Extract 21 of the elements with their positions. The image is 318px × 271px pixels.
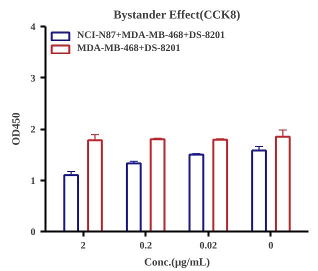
bar — [87, 139, 103, 232]
bar — [212, 138, 228, 232]
bar — [63, 174, 80, 232]
bar — [251, 150, 267, 232]
chart-title: Bystander Effect(CCK8) — [114, 8, 240, 22]
x-tick-label: 0 — [268, 240, 274, 252]
legend-label: NCI-N87+MDA-MB-468+DS-8201 — [77, 30, 226, 41]
y-tick-label: 0 — [30, 227, 36, 238]
y-tick-label: 2 — [30, 124, 36, 136]
bar — [150, 138, 166, 232]
y-tick-label: 1 — [30, 176, 36, 187]
y-tick-label: 4 — [30, 22, 36, 33]
y-tick-label: 3 — [30, 73, 36, 84]
x-tick-label: 0.2 — [139, 240, 152, 252]
bar — [126, 162, 142, 232]
x-tick-label: 2 — [80, 240, 86, 252]
x-axis-title: Conc.(μg/mL) — [144, 256, 210, 268]
x-tick-label: 0.02 — [200, 240, 218, 252]
legend-label: MDA-MB-468+DS-8201 — [77, 43, 180, 54]
bar — [188, 154, 204, 232]
y-axis-title: OD450 — [10, 112, 22, 146]
